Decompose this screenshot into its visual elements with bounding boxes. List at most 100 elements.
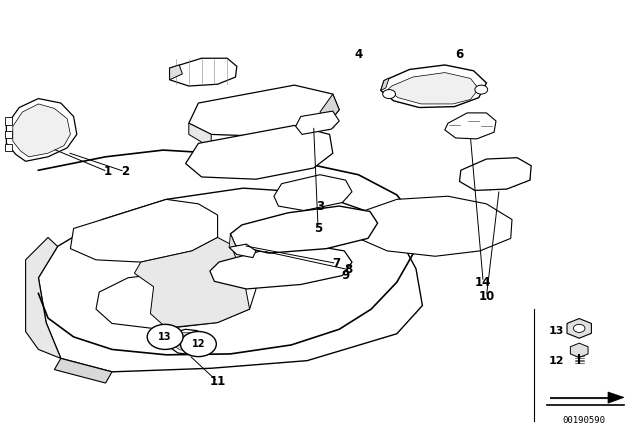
Point bbox=[470, 178, 481, 185]
Point bbox=[224, 162, 234, 169]
Point bbox=[504, 166, 515, 173]
Point bbox=[481, 169, 491, 177]
Point bbox=[301, 99, 311, 106]
Point bbox=[324, 208, 335, 215]
Point bbox=[501, 183, 511, 190]
Point bbox=[214, 261, 225, 268]
Point bbox=[481, 164, 491, 171]
Point bbox=[277, 249, 287, 256]
Point bbox=[234, 126, 244, 134]
Point bbox=[258, 262, 268, 269]
Point bbox=[259, 110, 269, 117]
Point bbox=[287, 143, 297, 150]
Point bbox=[239, 92, 250, 99]
Point bbox=[203, 119, 213, 126]
Point bbox=[309, 121, 319, 128]
Point bbox=[90, 250, 100, 258]
Point bbox=[299, 221, 309, 228]
Point bbox=[303, 194, 313, 201]
Point bbox=[228, 271, 238, 279]
Point bbox=[254, 136, 264, 143]
Point bbox=[292, 143, 303, 150]
Point bbox=[111, 254, 122, 261]
Point bbox=[92, 303, 102, 310]
Point bbox=[320, 176, 330, 183]
Point bbox=[318, 256, 328, 263]
Point bbox=[203, 114, 213, 121]
Point bbox=[234, 293, 244, 301]
Point bbox=[402, 227, 412, 234]
Point bbox=[296, 272, 307, 279]
Point bbox=[189, 295, 199, 302]
Point bbox=[194, 162, 204, 169]
Point bbox=[275, 261, 285, 268]
Point bbox=[280, 246, 291, 253]
Point bbox=[276, 150, 286, 157]
Point bbox=[235, 312, 245, 319]
Point bbox=[139, 247, 149, 254]
Point bbox=[295, 138, 305, 145]
Point bbox=[289, 143, 300, 150]
Point bbox=[315, 88, 325, 95]
Point bbox=[209, 362, 220, 369]
Point bbox=[74, 232, 84, 239]
Point bbox=[111, 231, 122, 238]
Point bbox=[109, 232, 119, 239]
Point bbox=[94, 302, 104, 310]
Point bbox=[202, 256, 212, 263]
Point bbox=[456, 167, 466, 174]
Point bbox=[60, 287, 70, 294]
Point bbox=[453, 232, 463, 239]
Point bbox=[105, 256, 115, 263]
Point bbox=[379, 244, 389, 251]
Point bbox=[223, 96, 233, 103]
Point bbox=[248, 343, 259, 350]
Point bbox=[497, 155, 507, 163]
Point bbox=[136, 323, 147, 330]
Point bbox=[292, 126, 303, 134]
Point bbox=[66, 343, 76, 350]
Point bbox=[235, 197, 245, 204]
Point bbox=[422, 233, 432, 240]
Point bbox=[237, 225, 247, 233]
Point bbox=[335, 197, 345, 204]
Point bbox=[292, 210, 302, 217]
Point bbox=[208, 150, 218, 157]
Point bbox=[244, 283, 255, 290]
Point bbox=[365, 306, 376, 313]
Point bbox=[310, 210, 321, 217]
Point bbox=[244, 223, 254, 230]
Point bbox=[205, 269, 216, 276]
Point bbox=[241, 222, 252, 229]
Point bbox=[299, 182, 309, 189]
Point bbox=[248, 134, 259, 141]
Point bbox=[501, 167, 511, 174]
Point bbox=[95, 235, 106, 242]
Point bbox=[255, 353, 265, 360]
Point bbox=[138, 359, 148, 366]
Point bbox=[248, 269, 259, 276]
Point bbox=[253, 233, 263, 240]
Point bbox=[365, 223, 376, 230]
Point bbox=[205, 279, 216, 286]
Point bbox=[136, 235, 147, 242]
Point bbox=[243, 141, 253, 148]
Point bbox=[196, 197, 206, 204]
Point bbox=[243, 256, 253, 263]
Point bbox=[141, 243, 152, 250]
Point bbox=[419, 222, 429, 229]
Point bbox=[313, 260, 323, 267]
Point bbox=[217, 98, 227, 105]
Point bbox=[212, 267, 222, 274]
Point bbox=[248, 235, 259, 242]
Point bbox=[319, 179, 329, 186]
Point bbox=[329, 213, 339, 220]
Point bbox=[225, 127, 236, 134]
Point bbox=[287, 241, 298, 249]
Point bbox=[237, 224, 247, 232]
Point bbox=[273, 198, 283, 205]
Point bbox=[108, 288, 118, 295]
Point bbox=[255, 274, 266, 281]
Point bbox=[163, 232, 173, 239]
Point bbox=[251, 245, 261, 252]
